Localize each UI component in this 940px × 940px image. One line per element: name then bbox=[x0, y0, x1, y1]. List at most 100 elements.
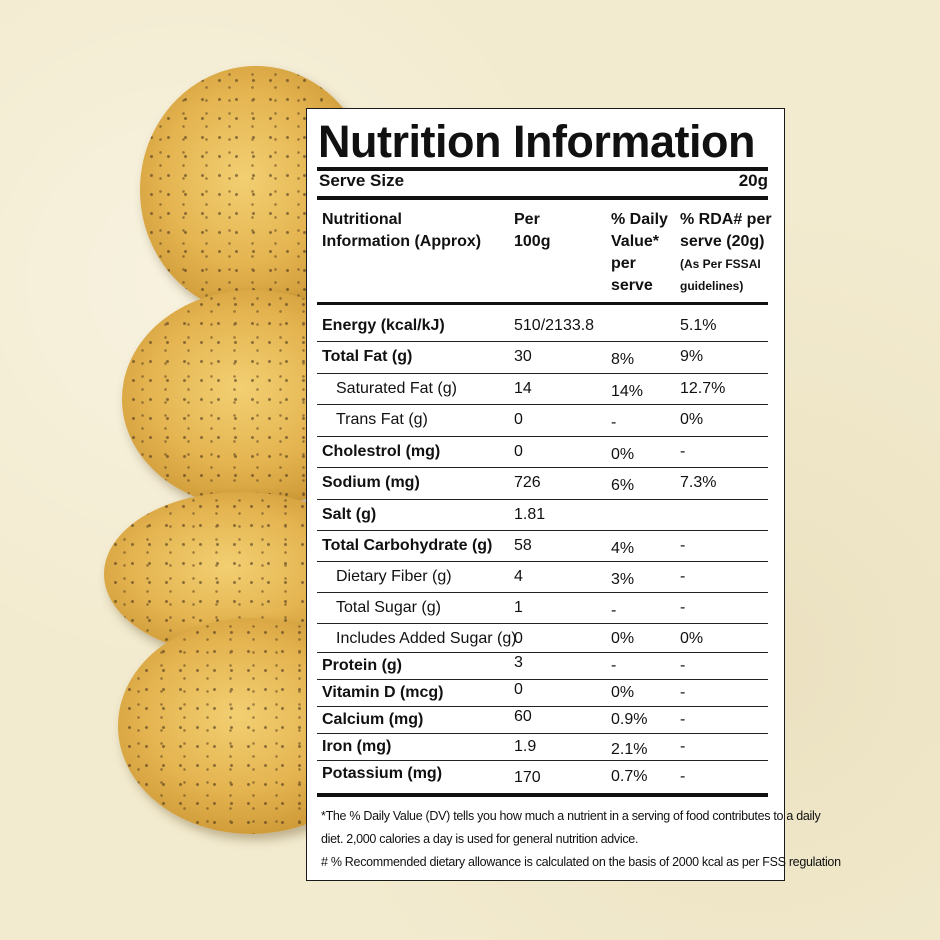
header-rda: % RDA# per serve (20g) (As Per FSSAI gui… bbox=[680, 211, 772, 293]
rda-value: 12.7% bbox=[680, 380, 726, 397]
title-rule bbox=[317, 167, 768, 171]
per-100g-value: 1.81 bbox=[514, 506, 546, 523]
table-row: Vitamin D (mcg) 0 0% - bbox=[307, 680, 786, 706]
daily-value: 0.7% bbox=[611, 768, 648, 785]
daily-value: 0.9% bbox=[611, 711, 648, 728]
per-100g-value: 60 bbox=[514, 708, 532, 725]
header-per-100g: Per 100g bbox=[514, 211, 551, 250]
table-row: Includes Added Sugar (g) 0 0% 0% bbox=[307, 626, 786, 652]
per-100g-value: 726 bbox=[514, 474, 541, 491]
per-100g-value: 0 bbox=[514, 681, 523, 698]
daily-value: 3% bbox=[611, 571, 635, 588]
row-divider bbox=[317, 652, 768, 654]
row-divider bbox=[317, 341, 768, 343]
nutrient-name: Salt (g) bbox=[322, 506, 377, 523]
per-100g-value: 3 bbox=[514, 654, 523, 671]
row-divider bbox=[317, 592, 768, 594]
footnote-daily-value-cont: diet. 2,000 calories a day is used for g… bbox=[321, 832, 639, 846]
rda-value: 0% bbox=[680, 630, 704, 647]
rda-value: - bbox=[680, 738, 686, 755]
row-divider bbox=[317, 499, 768, 501]
daily-value: 14% bbox=[611, 383, 644, 400]
row-divider bbox=[317, 404, 768, 406]
daily-value: - bbox=[611, 414, 617, 431]
daily-value: 2.1% bbox=[611, 741, 648, 758]
nutrition-panel: Nutrition Information Serve Size 20g Nut… bbox=[306, 108, 841, 881]
daily-value: 4% bbox=[611, 540, 635, 557]
table-row: Sodium (mg) 726 6% 7.3% bbox=[307, 470, 786, 496]
row-divider bbox=[317, 373, 768, 375]
rda-value: - bbox=[680, 443, 686, 460]
footnote-daily-value: *The % Daily Value (DV) tells you how mu… bbox=[321, 809, 821, 823]
table-row: Energy (kcal/kJ) 510/2133.8 5.1% bbox=[307, 313, 786, 339]
daily-value: 6% bbox=[611, 477, 635, 494]
row-divider bbox=[317, 436, 768, 438]
per-100g-value: 1.9 bbox=[514, 738, 537, 755]
table-row: Total Sugar (g) 1 - - bbox=[307, 595, 786, 621]
row-divider bbox=[317, 706, 768, 708]
per-100g-value: 170 bbox=[514, 769, 541, 786]
nutrient-name: Calcium (mg) bbox=[322, 711, 424, 728]
row-divider bbox=[317, 679, 768, 681]
row-divider bbox=[317, 733, 768, 735]
nutrient-name: Trans Fat (g) bbox=[336, 411, 428, 428]
rda-value: 9% bbox=[680, 348, 704, 365]
daily-value: 0% bbox=[611, 446, 635, 463]
table-row: Dietary Fiber (g) 4 3% - bbox=[307, 564, 786, 590]
panel-title: Nutrition Information bbox=[318, 116, 755, 167]
banana-chips-image bbox=[0, 0, 384, 940]
nutrient-name: Energy (kcal/kJ) bbox=[322, 317, 445, 334]
header-nutrient: Nutritional Information (Approx) bbox=[322, 211, 482, 250]
row-divider bbox=[317, 530, 768, 532]
rda-value: - bbox=[680, 711, 686, 728]
serve-rule bbox=[317, 196, 768, 200]
header-daily-value: % Daily Value* per serve bbox=[611, 211, 668, 294]
per-100g-value: 4 bbox=[514, 568, 523, 585]
per-100g-value: 0 bbox=[514, 411, 523, 428]
table-row: Cholestrol (mg) 0 0% - bbox=[307, 439, 786, 465]
row-divider bbox=[317, 467, 768, 469]
nutrient-name: Cholestrol (mg) bbox=[322, 443, 441, 460]
table-row: Salt (g) 1.81 bbox=[307, 502, 786, 528]
rda-value: - bbox=[680, 568, 686, 585]
table-bottom-rule bbox=[317, 793, 768, 797]
daily-value: - bbox=[611, 602, 617, 619]
header-rule bbox=[317, 302, 768, 305]
footnote-rda: # % Recommended dietary allowance is cal… bbox=[321, 855, 841, 869]
table-row: Trans Fat (g) 0 - 0% bbox=[307, 407, 786, 433]
per-100g-value: 1 bbox=[514, 599, 523, 616]
nutrient-name: Potassium (mg) bbox=[322, 765, 443, 782]
daily-value: 0% bbox=[611, 630, 635, 647]
per-100g-value: 14 bbox=[514, 380, 532, 397]
row-divider bbox=[317, 760, 768, 762]
nutrient-name: Protein (g) bbox=[322, 657, 402, 674]
rda-value: - bbox=[680, 657, 686, 674]
per-100g-value: 0 bbox=[514, 630, 523, 647]
nutrient-name: Sodium (mg) bbox=[322, 474, 420, 491]
table-row: Calcium (mg) 60 0.9% - bbox=[307, 707, 786, 733]
serve-size-row: Serve Size 20g bbox=[319, 170, 768, 192]
nutrient-name: Total Sugar (g) bbox=[336, 599, 441, 616]
daily-value: 8% bbox=[611, 351, 635, 368]
table-row: Potassium (mg) 170 0.7% - bbox=[307, 761, 786, 787]
rda-value: - bbox=[680, 599, 686, 616]
nutrient-name: Saturated Fat (g) bbox=[336, 380, 457, 397]
nutrient-name: Vitamin D (mcg) bbox=[322, 684, 444, 701]
nutrient-name: Total Carbohydrate (g) bbox=[322, 537, 493, 554]
per-100g-value: 30 bbox=[514, 348, 532, 365]
table-row: Total Carbohydrate (g) 58 4% - bbox=[307, 533, 786, 559]
rda-value: 0% bbox=[680, 411, 704, 428]
rda-value: - bbox=[680, 768, 686, 785]
serve-size-label: Serve Size bbox=[319, 171, 405, 190]
table-row: Iron (mg) 1.9 2.1% - bbox=[307, 734, 786, 760]
nutrient-name: Iron (mg) bbox=[322, 738, 392, 755]
row-divider bbox=[317, 623, 768, 625]
row-divider bbox=[317, 561, 768, 563]
per-100g-value: 58 bbox=[514, 537, 532, 554]
daily-value: - bbox=[611, 657, 617, 674]
table-row: Protein (g) 3 - - bbox=[307, 653, 786, 679]
nutrient-name: Total Fat (g) bbox=[322, 348, 413, 365]
rda-value: 7.3% bbox=[680, 474, 717, 491]
table-row: Total Fat (g) 30 8% 9% bbox=[307, 344, 786, 370]
serve-size-value: 20g bbox=[738, 171, 768, 190]
